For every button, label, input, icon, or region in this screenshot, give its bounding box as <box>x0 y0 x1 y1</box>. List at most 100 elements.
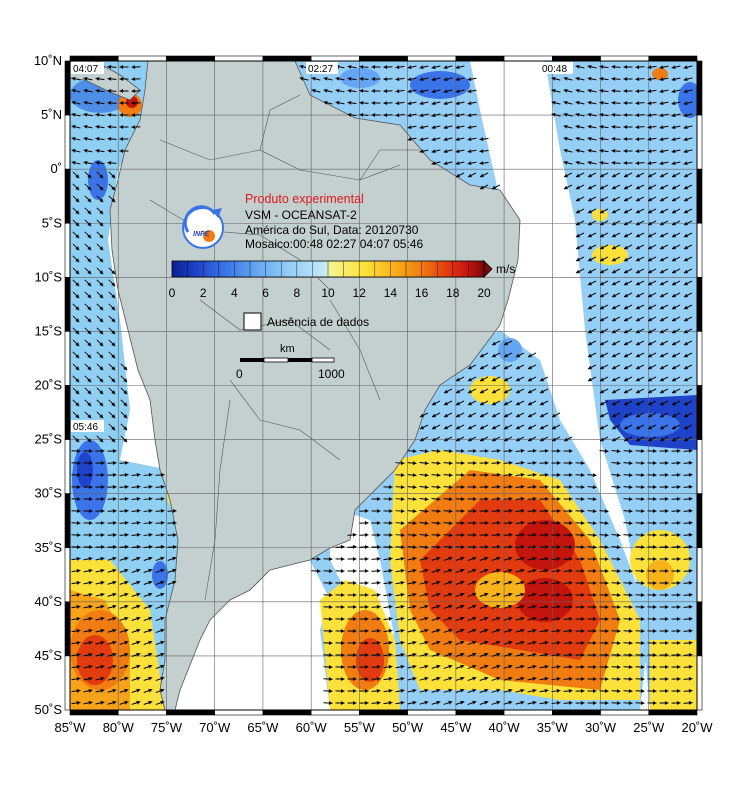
frame-segment <box>359 56 407 61</box>
colorbar-tick-label: 2 <box>200 286 207 300</box>
latitude-label: 0˚ <box>50 161 62 176</box>
frame-segment <box>697 277 702 331</box>
frame-segment <box>311 56 359 61</box>
frame-segment <box>65 548 70 602</box>
latitude-label: 10˚N <box>34 53 62 68</box>
frame-segment <box>697 440 702 494</box>
frame-segment <box>118 56 166 61</box>
frame-segment <box>504 710 552 715</box>
pass-time-4: 05:46 <box>73 422 98 433</box>
product-heading: Produto experimental <box>245 192 364 206</box>
frame-segment <box>70 710 118 715</box>
colorbar-tick-label: 18 <box>446 286 460 300</box>
frame-segment <box>263 56 311 61</box>
frame-segment <box>408 56 456 61</box>
frame-segment <box>697 494 702 548</box>
frame-segment <box>552 56 600 61</box>
frame-segment <box>697 602 702 656</box>
frame-segment <box>65 277 70 331</box>
frame-segment <box>65 602 70 656</box>
latitude-label: 10˚S <box>35 269 63 284</box>
pass-time-3: 00:48 <box>542 64 567 75</box>
latitude-label: 35˚S <box>35 540 63 555</box>
frame-segment <box>215 56 263 61</box>
frame-segment <box>70 56 118 61</box>
frame-segment <box>697 656 702 710</box>
latitude-label: 40˚S <box>35 594 63 609</box>
frame-segment <box>166 710 214 715</box>
frame-segment <box>601 710 649 715</box>
colorbar-tick-label: 8 <box>293 286 300 300</box>
colorbar-unit: m/s <box>496 262 515 276</box>
longitude-label: 60˚W <box>296 720 328 735</box>
frame-segment <box>65 494 70 548</box>
longitude-label: 65˚W <box>247 720 279 735</box>
latitude-label: 5˚S <box>42 215 63 230</box>
latitude-label: 5˚N <box>41 107 62 122</box>
frame-segment <box>65 169 70 223</box>
frame-segment <box>456 710 504 715</box>
latitude-label: 25˚S <box>35 432 63 447</box>
frame-segment <box>65 656 70 710</box>
latitude-label: 20˚S <box>35 378 63 393</box>
frame-segment <box>697 331 702 385</box>
colorbar-tick-label: 14 <box>384 286 398 300</box>
frame-segment <box>215 710 263 715</box>
frame-segment <box>65 331 70 385</box>
frame-segment <box>697 223 702 277</box>
colorbar-tick-label: 16 <box>415 286 429 300</box>
longitude-label: 70˚W <box>199 720 231 735</box>
latitude-label: 45˚S <box>35 648 63 663</box>
frame-segment <box>65 386 70 440</box>
frame-segment <box>65 115 70 169</box>
colorbar-tick-label: 4 <box>231 286 238 300</box>
longitude-label: 30˚W <box>585 720 617 735</box>
frame-segment <box>118 710 166 715</box>
colorbar-tick-label: 0 <box>169 286 176 300</box>
scale-start: 0 <box>236 367 243 381</box>
colorbar-tick-label: 6 <box>262 286 269 300</box>
colorbar-tick-label: 20 <box>477 286 491 300</box>
latitude-label: 30˚S <box>35 486 63 501</box>
longitude-label: 20˚W <box>681 720 713 735</box>
frame-segment <box>697 115 702 169</box>
inpe-logo-icon: INPE <box>183 207 223 248</box>
latitude-label: 15˚S <box>35 323 63 338</box>
frame-segment <box>697 61 702 115</box>
satellite-line: VSM - OCEANSAT-2 <box>245 208 357 222</box>
frame-segment <box>697 169 702 223</box>
frame-segment <box>65 440 70 494</box>
longitude-label: 40˚W <box>489 720 521 735</box>
latitude-labels: 10˚N 5˚N 0˚ 5˚S 10˚S 15˚S 20˚S 25˚S 30˚S 35˚S 40˚S… <box>34 53 63 717</box>
frame-segment <box>697 386 702 440</box>
colorbar-tick-label: 12 <box>353 286 367 300</box>
colorbar-tick-label: 10 <box>321 286 335 300</box>
frame-segment <box>504 56 552 61</box>
frame-segment <box>601 56 649 61</box>
frame-segment <box>65 223 70 277</box>
longitude-label: 85˚W <box>54 720 86 735</box>
longitude-label: 45˚W <box>440 720 472 735</box>
longitude-label: 55˚W <box>344 720 376 735</box>
pass-time-1: 04:07 <box>73 64 98 75</box>
frame-segment <box>166 56 214 61</box>
frame-segment <box>263 710 311 715</box>
frame-segment <box>456 56 504 61</box>
mosaic-line: Mosaico:00:48 02:27 04:07 05:46 <box>245 237 423 251</box>
frame-segment <box>697 548 702 602</box>
logo-text: INPE <box>193 231 210 238</box>
no-data-label: Ausência de dados <box>267 315 369 329</box>
frame-segment <box>552 710 600 715</box>
longitude-label: 35˚W <box>537 720 569 735</box>
longitude-label: 80˚W <box>103 720 135 735</box>
frame-segment <box>649 56 697 61</box>
frame-segment <box>65 61 70 115</box>
scale-end: 1000 <box>318 367 345 381</box>
pass-time-2: 02:27 <box>308 64 333 75</box>
frame-segment <box>359 710 407 715</box>
scale-unit: km <box>280 343 295 355</box>
longitude-label: 50˚W <box>392 720 424 735</box>
